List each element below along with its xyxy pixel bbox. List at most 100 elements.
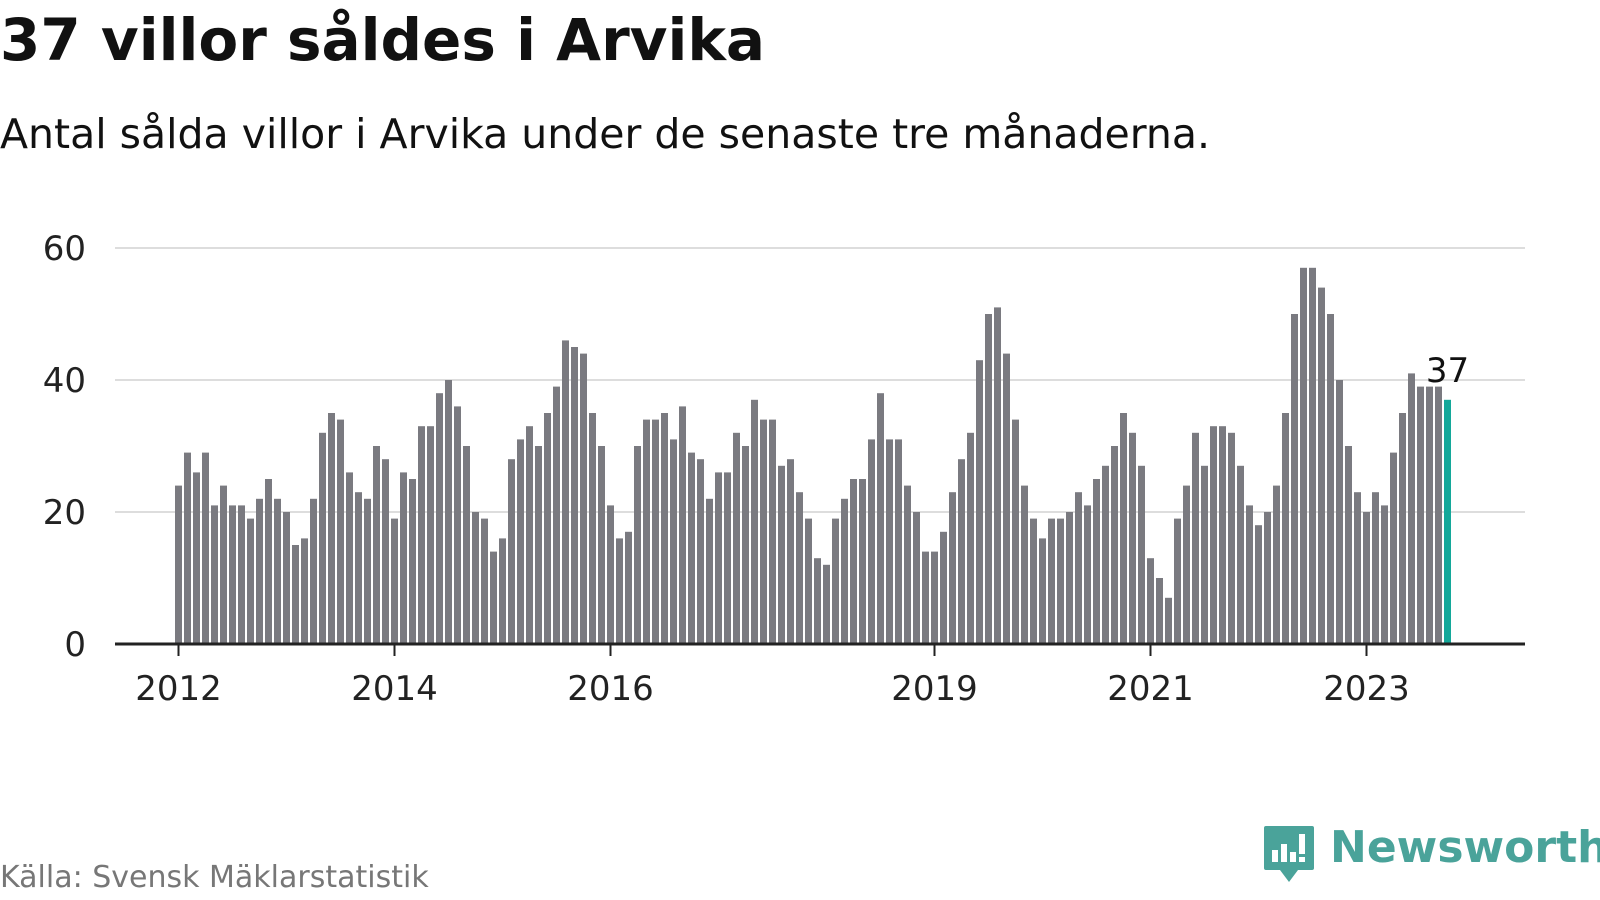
y-tick-label: 20 (43, 493, 86, 533)
bar (508, 459, 515, 644)
bar (1156, 578, 1163, 644)
bar (769, 419, 776, 644)
bar (355, 492, 362, 644)
bar (409, 479, 416, 644)
bar (1165, 597, 1172, 644)
bar (1327, 314, 1334, 644)
bar (1246, 505, 1253, 644)
bar (1291, 314, 1298, 644)
bar (463, 446, 470, 644)
bar (1102, 465, 1109, 644)
bar (787, 459, 794, 644)
bar (490, 551, 497, 644)
bar (391, 518, 398, 644)
bar (751, 399, 758, 644)
bar (742, 446, 749, 644)
bar (364, 498, 371, 644)
bar (1372, 492, 1379, 644)
bar (1120, 413, 1127, 644)
bar (1408, 373, 1415, 644)
bar (931, 551, 938, 644)
labels: 0 20 40 60 2012 2014 2016 2019 2021 2023 37 (43, 229, 1469, 709)
bar (373, 446, 380, 644)
bar (1039, 538, 1046, 644)
bar (517, 439, 524, 644)
bar (715, 472, 722, 644)
bar (994, 307, 1001, 644)
bar (319, 432, 326, 644)
bar (1417, 386, 1424, 644)
bar (616, 538, 623, 644)
bar (1183, 485, 1190, 644)
newsworthy-logo-icon (1264, 826, 1314, 882)
bar (1201, 465, 1208, 644)
bar (418, 426, 425, 644)
bar (1435, 386, 1442, 644)
bar (1354, 492, 1361, 644)
bar (895, 439, 902, 644)
bar (283, 512, 290, 644)
bar (1030, 518, 1037, 644)
bar (832, 518, 839, 644)
bar (1192, 432, 1199, 644)
bar (445, 380, 452, 644)
bar (688, 452, 695, 644)
bar (661, 413, 668, 644)
bar (1057, 518, 1064, 644)
bar (1111, 446, 1118, 644)
bar (580, 353, 587, 644)
bars (175, 267, 1451, 644)
bar (1264, 512, 1271, 644)
bar (598, 446, 605, 644)
bar (211, 505, 218, 644)
bar (625, 531, 632, 644)
bar (1399, 413, 1406, 644)
bar (1300, 267, 1307, 644)
bar (805, 518, 812, 644)
bar (1174, 518, 1181, 644)
y-tick-label: 40 (43, 361, 86, 401)
x-tick-label: 2012 (135, 669, 222, 709)
brand-name: Newsworthy (1330, 822, 1600, 873)
y-tick-label: 0 (64, 625, 86, 665)
bar (346, 472, 353, 644)
chart-subtitle: Antal sålda villor i Arvika under de sen… (0, 110, 1211, 158)
bar (535, 446, 542, 644)
bar (1093, 479, 1100, 644)
bar (967, 432, 974, 644)
bar (1048, 518, 1055, 644)
bar (1138, 465, 1145, 644)
bar (1228, 432, 1235, 644)
bar (436, 393, 443, 644)
highlight-value-label: 37 (1426, 351, 1469, 391)
bar (1390, 452, 1397, 644)
bar (652, 419, 659, 644)
bar (1363, 512, 1370, 644)
bar (1318, 287, 1325, 644)
bar (814, 558, 821, 644)
bar (985, 314, 992, 644)
bar (274, 498, 281, 644)
bar (1426, 386, 1433, 644)
bar (823, 564, 830, 644)
bar-highlight (1444, 399, 1451, 644)
bar (562, 340, 569, 644)
bar (796, 492, 803, 644)
bar (1273, 485, 1280, 644)
bar (328, 413, 335, 644)
bar (193, 472, 200, 644)
bar (1075, 492, 1082, 644)
bar (1219, 426, 1226, 644)
bar (1003, 353, 1010, 644)
bar (292, 545, 299, 644)
chart-title: 37 villor såldes i Arvika (0, 6, 766, 74)
bar (868, 439, 875, 644)
bar (1210, 426, 1217, 644)
bar (256, 498, 263, 644)
bar (940, 531, 947, 644)
bar (337, 419, 344, 644)
bar (1237, 465, 1244, 644)
bar (1084, 505, 1091, 644)
bar (184, 452, 191, 644)
bar (724, 472, 731, 644)
